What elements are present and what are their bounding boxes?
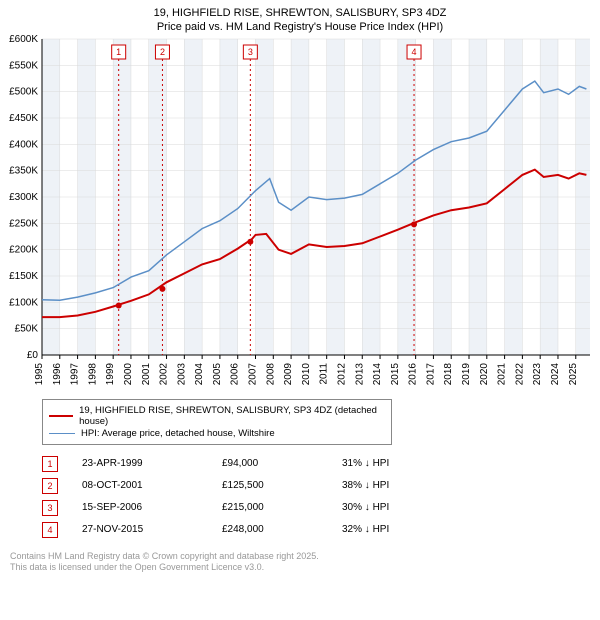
x-tick-label: 2023	[532, 362, 543, 385]
event-marker: 1	[42, 456, 58, 472]
x-tick-label: 1998	[87, 362, 98, 385]
x-tick-label: 2013	[354, 362, 365, 385]
event-row: 3 15-SEP-2006£215,00030% ↓ HPI	[42, 497, 399, 519]
legend-swatch	[49, 415, 73, 417]
y-tick-label: £500K	[9, 86, 38, 97]
x-tick-label: 2016	[408, 362, 419, 385]
x-tick-label: 2012	[336, 362, 347, 385]
x-tick-label: 2007	[248, 362, 259, 385]
x-tick-label: 1996	[52, 362, 63, 385]
x-tick-label: 2014	[372, 362, 383, 385]
event-diff: 30% ↓ HPI	[342, 497, 399, 519]
title-line1: 19, HIGHFIELD RISE, SHREWTON, SALISBURY,…	[0, 6, 600, 20]
event-marker: 3	[42, 500, 58, 516]
chart-svg: £0 £50K £100K £150K £200K £250K £300K £350K £400…	[0, 35, 600, 395]
title-line2: Price paid vs. HM Land Registry's House …	[0, 20, 600, 34]
sale-point	[247, 238, 253, 244]
footer-line1: Contains HM Land Registry data © Crown c…	[10, 551, 590, 563]
x-tick-label: 1999	[105, 362, 116, 385]
legend: 19, HIGHFIELD RISE, SHREWTON, SALISBURY,…	[42, 399, 392, 445]
y-tick-label: £300K	[9, 192, 38, 203]
events-table: 1 23-APR-1999£94,00031% ↓ HPI 2 08-OCT-2001…	[42, 453, 590, 541]
x-tick-label: 1997	[70, 362, 81, 385]
x-tick-label: 2018	[443, 362, 454, 385]
chart-area: £0 £50K £100K £150K £200K £250K £300K £350K £400…	[0, 35, 600, 395]
x-tick-label: 2003	[176, 362, 187, 385]
event-row: 1 23-APR-1999£94,00031% ↓ HPI	[42, 453, 399, 475]
y-tick-label: £0	[27, 350, 39, 361]
x-tick-label: 1995	[34, 362, 45, 385]
event-diff: 38% ↓ HPI	[342, 475, 399, 497]
y-tick-label: £150K	[9, 271, 38, 282]
y-tick-label: £50K	[15, 323, 39, 334]
x-tick-label: 2004	[194, 362, 205, 385]
event-price: £94,000	[222, 453, 342, 475]
x-tick-label: 2021	[497, 362, 508, 385]
event-row: 4 27-NOV-2015£248,00032% ↓ HPI	[42, 519, 399, 541]
y-tick-label: £250K	[9, 218, 38, 229]
y-tick-label: £100K	[9, 297, 38, 308]
event-date: 15-SEP-2006	[82, 497, 222, 519]
y-tick-label: £450K	[9, 113, 38, 124]
x-tick-label: 2017	[425, 362, 436, 385]
y-tick-label: £600K	[9, 35, 38, 45]
footer: Contains HM Land Registry data © Crown c…	[10, 551, 590, 574]
x-tick-label: 2006	[230, 362, 241, 385]
x-tick-label: 2011	[319, 362, 330, 384]
title-block: 19, HIGHFIELD RISE, SHREWTON, SALISBURY,…	[0, 0, 600, 35]
event-price: £125,500	[222, 475, 342, 497]
event-diff: 32% ↓ HPI	[342, 519, 399, 541]
sale-marker-id: 3	[248, 47, 253, 57]
legend-label: HPI: Average price, detached house, Wilt…	[81, 428, 275, 439]
sale-marker-id: 1	[116, 47, 121, 57]
y-tick-label: £400K	[9, 139, 38, 150]
sale-point	[116, 302, 122, 308]
legend-row: 19, HIGHFIELD RISE, SHREWTON, SALISBURY,…	[49, 405, 385, 427]
legend-label: 19, HIGHFIELD RISE, SHREWTON, SALISBURY,…	[79, 405, 385, 427]
x-tick-label: 2024	[550, 362, 561, 385]
x-tick-label: 2002	[159, 362, 170, 385]
sale-marker-id: 4	[412, 47, 417, 57]
legend-row: HPI: Average price, detached house, Wilt…	[49, 428, 385, 439]
x-tick-label: 2015	[390, 362, 401, 385]
y-tick-label: £200K	[9, 244, 38, 255]
event-marker: 2	[42, 478, 58, 494]
x-tick-label: 2010	[301, 362, 312, 385]
footer-line2: This data is licensed under the Open Gov…	[10, 562, 590, 574]
x-tick-label: 2005	[212, 362, 223, 385]
event-price: £248,000	[222, 519, 342, 541]
event-date: 27-NOV-2015	[82, 519, 222, 541]
x-tick-label: 2001	[141, 362, 152, 385]
x-tick-label: 2025	[568, 362, 579, 385]
y-tick-label: £350K	[9, 165, 38, 176]
x-tick-label: 2008	[265, 362, 276, 385]
x-tick-label: 2009	[283, 362, 294, 385]
sale-point	[411, 221, 417, 227]
event-date: 08-OCT-2001	[82, 475, 222, 497]
event-row: 2 08-OCT-2001£125,50038% ↓ HPI	[42, 475, 399, 497]
event-date: 23-APR-1999	[82, 453, 222, 475]
sale-marker-id: 2	[160, 47, 165, 57]
event-marker: 4	[42, 522, 58, 538]
sale-point	[159, 285, 165, 291]
legend-swatch	[49, 433, 75, 434]
chart-container: 19, HIGHFIELD RISE, SHREWTON, SALISBURY,…	[0, 0, 600, 620]
x-tick-label: 2000	[123, 362, 134, 385]
y-tick-label: £550K	[9, 60, 38, 71]
x-tick-label: 2022	[514, 362, 525, 385]
x-tick-label: 2019	[461, 362, 472, 385]
event-price: £215,000	[222, 497, 342, 519]
x-tick-label: 2020	[479, 362, 490, 385]
event-diff: 31% ↓ HPI	[342, 453, 399, 475]
